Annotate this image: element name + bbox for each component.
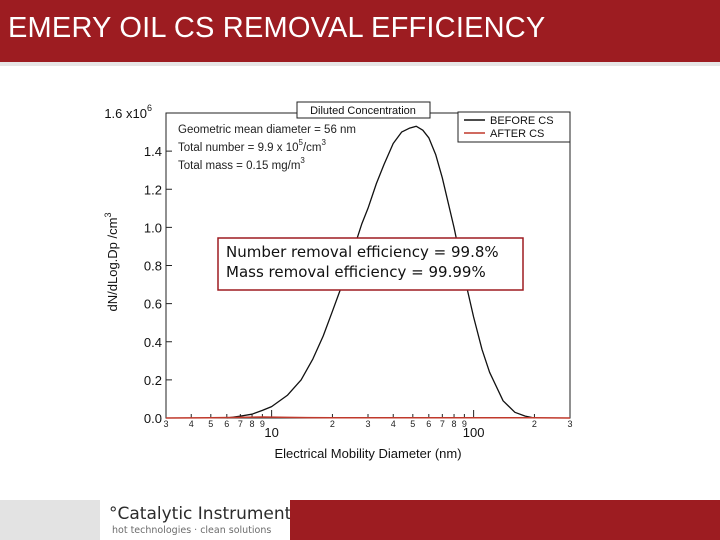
title-underline	[0, 62, 720, 66]
x-minor-label-11: 6	[426, 419, 431, 429]
x-minor-label-16: 3	[567, 419, 572, 429]
series-line-before-cs	[226, 125, 535, 419]
x-minor-label-1: 4	[189, 419, 194, 429]
y-tick-label-5: 1.0	[144, 220, 162, 235]
y-axis: 0.0 0.2 0.4 0.6 0.8 1.0 1.2 1.4 1.6 x106	[104, 103, 172, 426]
annotation-total-number: Total number = 9.9 x 105/cm3	[178, 138, 327, 154]
legend-before: BEFORE CS	[490, 115, 554, 127]
company-logo: °Catalytic Instruments hot technologies …	[103, 500, 300, 540]
title-bar: EMERY OIL CS REMOVAL EFFICIENCY	[0, 0, 720, 62]
y-axis-label: dN/dLog.Dp /cm3	[103, 213, 120, 312]
y-tick-label-8: 1.6 x106	[104, 103, 152, 121]
y-tick-label-4: 0.8	[144, 259, 162, 274]
chart-title: Diluted Concentration	[310, 105, 416, 117]
annotation-gmd: Geometric mean diameter = 56 nm	[178, 124, 356, 136]
callout-number-efficiency: Number removal efficiency = 99.8%	[226, 243, 499, 261]
x-axis: 3 4 5 6 7 8 9 2 3 4 5 6 7 8 9 2 310 100	[163, 410, 573, 440]
legend-after: AFTER CS	[490, 128, 544, 140]
annotation-total-mass: Total mass = 0.15 mg/m3	[178, 156, 305, 172]
x-minor-label-8: 3	[365, 419, 370, 429]
x-minor-label-2: 5	[208, 419, 213, 429]
legend: BEFORE CS AFTER CS	[457, 111, 571, 143]
x-minor-label-6: 9	[260, 419, 265, 429]
footer-left-band	[0, 500, 100, 540]
y-tick-label-2: 0.4	[144, 335, 162, 350]
chart-title-box	[296, 101, 431, 119]
x-minor-label-14: 9	[462, 419, 467, 429]
x-major-label-1: 100	[463, 425, 485, 440]
y-tick-label-3: 0.6	[144, 297, 162, 312]
slide-title: EMERY OIL CS REMOVAL EFFICIENCY	[8, 12, 546, 44]
x-minor-label-12: 7	[440, 419, 445, 429]
y-tick-label-0: 0.0	[144, 411, 162, 426]
x-minor-label-15: 2	[532, 419, 537, 429]
y-tick-label-6: 1.2	[144, 182, 162, 197]
y-tick-label-1: 0.2	[144, 373, 162, 388]
x-minor-label-5: 8	[250, 419, 255, 429]
x-minor-label-4: 7	[238, 419, 243, 429]
series-layer	[165, 125, 571, 419]
footer-right-band	[290, 500, 720, 540]
logo-name: °Catalytic Instruments	[109, 504, 301, 524]
x-minor-label-0: 3	[163, 419, 168, 429]
logo-tagline: hot technologies · clean solutions	[112, 525, 272, 536]
x-minor-label-3: 6	[224, 419, 229, 429]
y-tick-label-7: 1.4	[144, 144, 162, 159]
x-minor-label-10: 5	[410, 419, 415, 429]
efficiency-callout: Number removal efficiency = 99.8% Mass r…	[217, 237, 524, 291]
x-minor-label-7: 2	[330, 419, 335, 429]
x-minor-label-13: 8	[452, 419, 457, 429]
x-minor-label-9: 4	[391, 419, 396, 429]
series-line-after-cs	[165, 416, 571, 419]
x-axis-label: Electrical Mobility Diameter (nm)	[274, 446, 461, 461]
x-major-label-0: 10	[264, 425, 278, 440]
callout-mass-efficiency: Mass removal efficiency = 99.99%	[226, 263, 486, 281]
